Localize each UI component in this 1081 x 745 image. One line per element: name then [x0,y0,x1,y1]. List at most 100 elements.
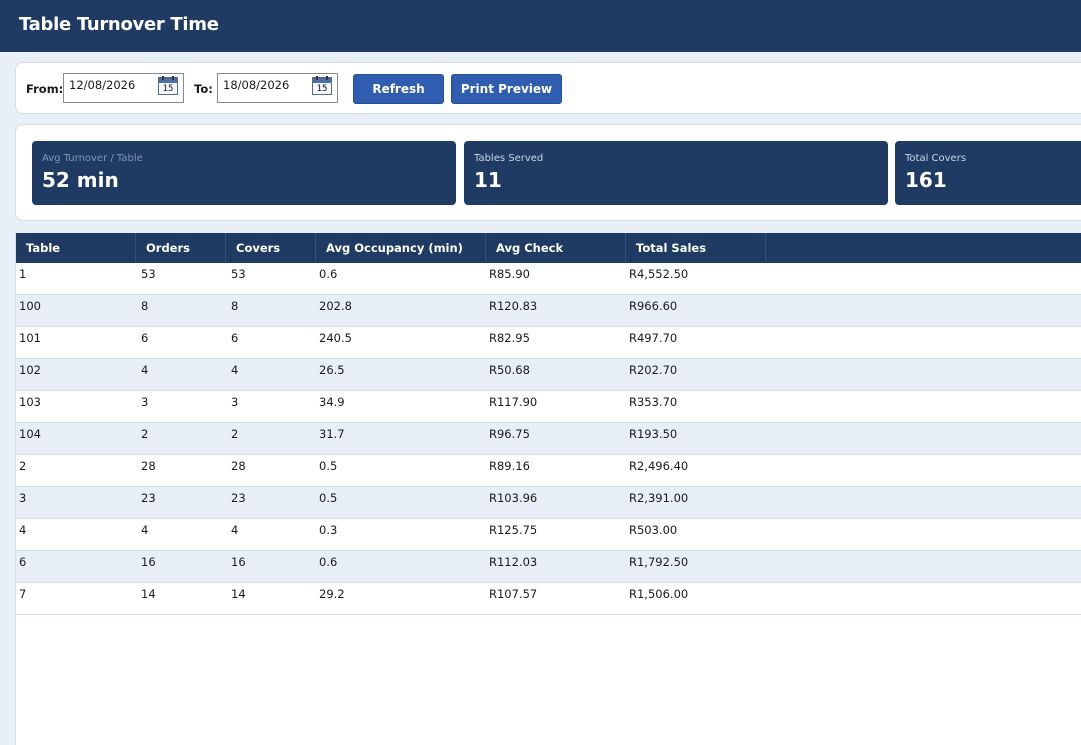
print-preview-button[interactable]: Print Preview [451,74,562,104]
calendar-icon[interactable]: 15 [158,76,178,95]
cell-orders: 14 [141,587,156,601]
cell-total-sales: R353.70 [629,395,678,409]
cell-orders: 28 [141,459,156,473]
table-row[interactable]: 101 6 6 240.5 R82.95 R497.70 [16,327,1081,359]
kpi-label: Total Covers [905,153,967,164]
cell-covers: 14 [231,587,246,601]
cell-covers: 3 [231,395,239,409]
cell-total-sales: R202.70 [629,363,678,377]
kpi-card-tables-served: Tables Served 11 [464,141,888,205]
cell-avg-check: R117.90 [489,395,538,409]
cell-avg-occupancy: 0.6 [319,555,338,569]
cell-table: 3 [19,491,27,505]
to-label: To: [194,82,213,96]
cell-covers: 4 [231,363,239,377]
table-row[interactable]: 100 8 8 202.8 R120.83 R966.60 [16,295,1081,327]
cell-total-sales: R497.70 [629,331,678,345]
cell-avg-occupancy: 31.7 [319,427,345,441]
cell-orders: 4 [141,363,149,377]
from-date-value: 12/08/2026 [69,78,136,92]
title-bar: Table Turnover Time [0,0,1081,52]
cell-avg-occupancy: 0.3 [319,523,338,537]
kpi-card-total-covers: Total Covers 161 [895,141,1081,205]
cell-orders: 23 [141,491,156,505]
table-row[interactable]: 2 28 28 0.5 R89.16 R2,496.40 [16,455,1081,487]
cell-avg-occupancy: 0.5 [319,459,338,473]
cell-covers: 53 [231,267,246,281]
cell-avg-check: R96.75 [489,427,530,441]
cell-covers: 8 [231,299,239,313]
cell-avg-occupancy: 26.5 [319,363,345,377]
table-row[interactable]: 103 3 3 34.9 R117.90 R353.70 [16,391,1081,423]
cell-table: 4 [19,523,27,537]
table-row[interactable]: 3 23 23 0.5 R103.96 R2,391.00 [16,487,1081,519]
cell-covers: 2 [231,427,239,441]
cell-orders: 4 [141,523,149,537]
cell-covers: 4 [231,523,239,537]
column-header-covers[interactable]: Covers [226,233,316,263]
cell-orders: 16 [141,555,156,569]
cell-avg-occupancy: 29.2 [319,587,345,601]
cell-total-sales: R503.00 [629,523,678,537]
cell-table: 2 [19,459,27,473]
column-header-orders[interactable]: Orders [136,233,226,263]
cell-avg-occupancy: 0.6 [319,267,338,281]
cell-total-sales: R2,496.40 [629,459,689,473]
cell-total-sales: R4,552.50 [629,267,689,281]
table-row[interactable]: 4 4 4 0.3 R125.75 R503.00 [16,519,1081,551]
cell-orders: 6 [141,331,149,345]
cell-total-sales: R1,792.50 [629,555,689,569]
cell-avg-check: R125.75 [489,523,538,537]
to-date-picker[interactable]: 18/08/2026 15 [217,73,338,103]
table-row[interactable]: 1 53 53 0.6 R85.90 R4,552.50 [16,263,1081,295]
turnover-grid[interactable]: Table Orders Covers Avg Occupancy (min) … [15,233,1081,745]
cell-table: 101 [19,331,41,345]
cell-orders: 8 [141,299,149,313]
kpi-card-avg-turnover: Avg Turnover / Table 52 min [32,141,456,205]
cell-avg-occupancy: 0.5 [319,491,338,505]
calendar-icon[interactable]: 15 [312,76,332,95]
refresh-button[interactable]: Refresh [353,74,444,104]
table-row[interactable]: 102 4 4 26.5 R50.68 R202.70 [16,359,1081,391]
cell-table: 7 [19,587,27,601]
cell-table: 100 [19,299,41,313]
cell-total-sales: R193.50 [629,427,678,441]
cell-table: 104 [19,427,41,441]
kpi-value: 11 [474,168,502,192]
table-row[interactable]: 104 2 2 31.7 R96.75 R193.50 [16,423,1081,455]
cell-avg-check: R120.83 [489,299,538,313]
window-title: Table Turnover Time [19,14,219,35]
column-header-avg-check[interactable]: Avg Check [486,233,626,263]
cell-table: 1 [19,267,27,281]
column-header-table[interactable]: Table [16,233,136,263]
cell-avg-occupancy: 34.9 [319,395,345,409]
cell-covers: 23 [231,491,246,505]
table-row[interactable]: 7 14 14 29.2 R107.57 R1,506.00 [16,583,1081,615]
column-header-total-sales[interactable]: Total Sales [626,233,766,263]
cell-covers: 6 [231,331,239,345]
cell-avg-occupancy: 202.8 [319,299,352,313]
cell-avg-check: R50.68 [489,363,530,377]
cell-avg-check: R89.16 [489,459,530,473]
cell-covers: 16 [231,555,246,569]
cell-total-sales: R1,506.00 [629,587,689,601]
cell-avg-check: R112.03 [489,555,538,569]
cell-table: 6 [19,555,27,569]
cell-covers: 28 [231,459,246,473]
cell-avg-check: R82.95 [489,331,530,345]
kpi-label: Tables Served [474,153,544,164]
calendar-day: 15 [162,84,174,94]
to-date-value: 18/08/2026 [223,78,290,92]
kpi-value: 52 min [42,168,119,192]
cell-total-sales: R966.60 [629,299,678,313]
cell-avg-check: R107.57 [489,587,538,601]
cell-orders: 53 [141,267,156,281]
cell-table: 102 [19,363,41,377]
from-date-picker[interactable]: 12/08/2026 15 [63,73,184,103]
filter-panel: From: 12/08/2026 15 To: 18/08/2026 15 Re… [15,62,1081,114]
column-header-avg-occupancy[interactable]: Avg Occupancy (min) [316,233,486,263]
cell-table: 103 [19,395,41,409]
grid-header: Table Orders Covers Avg Occupancy (min) … [16,233,1081,263]
calendar-day: 15 [316,84,328,94]
table-row[interactable]: 6 16 16 0.6 R112.03 R1,792.50 [16,551,1081,583]
